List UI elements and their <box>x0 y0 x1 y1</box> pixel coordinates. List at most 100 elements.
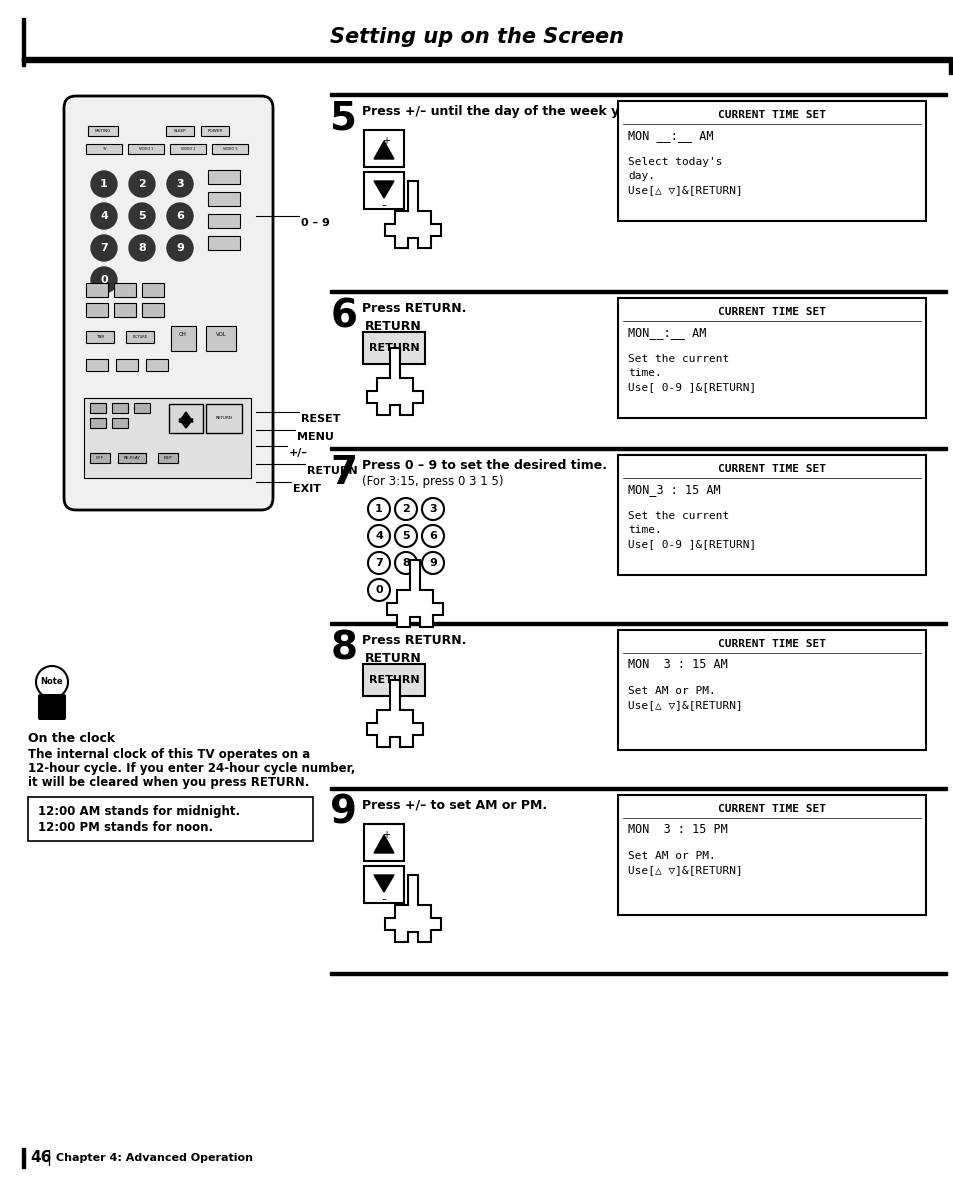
Bar <box>170 144 206 154</box>
Text: MON __:__ AM: MON __:__ AM <box>627 129 713 142</box>
Bar <box>158 454 178 463</box>
Bar <box>88 126 118 136</box>
Bar <box>330 93 946 96</box>
Text: day.: day. <box>627 171 655 181</box>
Bar <box>133 403 150 413</box>
Text: Press +/– until the day of the week you want to set appears.: Press +/– until the day of the week you … <box>361 105 785 118</box>
Text: PICTURE: PICTURE <box>132 335 148 339</box>
Circle shape <box>167 203 193 229</box>
Text: The internal clock of this TV operates on a: The internal clock of this TV operates o… <box>28 748 310 761</box>
Bar <box>113 283 136 296</box>
Bar <box>128 144 164 154</box>
Text: 8: 8 <box>138 243 146 253</box>
Bar <box>208 214 240 228</box>
Circle shape <box>91 235 117 261</box>
Bar <box>86 331 113 342</box>
Text: time.: time. <box>627 526 661 535</box>
Polygon shape <box>385 875 440 942</box>
Text: Select today's: Select today's <box>627 157 721 167</box>
Text: 5: 5 <box>138 211 146 221</box>
Circle shape <box>91 203 117 229</box>
Text: 3: 3 <box>176 180 184 189</box>
Bar <box>618 795 925 915</box>
Bar <box>22 1148 25 1168</box>
Circle shape <box>395 552 416 574</box>
Bar <box>208 236 240 250</box>
Circle shape <box>368 552 390 574</box>
Text: EXIT: EXIT <box>163 456 172 461</box>
Bar <box>166 126 193 136</box>
Bar <box>618 298 925 418</box>
Circle shape <box>368 579 390 601</box>
Circle shape <box>421 498 443 520</box>
Text: +: + <box>381 830 390 840</box>
Text: MON  3 : 15 PM: MON 3 : 15 PM <box>627 823 727 836</box>
Text: Note: Note <box>41 678 63 686</box>
Text: Press 0 – 9 to set the desired time.: Press 0 – 9 to set the desired time. <box>361 459 606 472</box>
Circle shape <box>421 552 443 574</box>
Text: Set the current: Set the current <box>627 511 728 521</box>
Text: RETURN: RETURN <box>215 416 233 420</box>
Bar <box>208 170 240 184</box>
Polygon shape <box>374 181 394 198</box>
Bar <box>22 57 951 61</box>
Text: 0: 0 <box>100 275 108 285</box>
Text: MON_3 : 15 AM: MON_3 : 15 AM <box>627 483 720 496</box>
Text: 7: 7 <box>375 557 382 568</box>
Bar <box>206 326 235 351</box>
Text: CH: CH <box>179 332 187 337</box>
Text: RETURN: RETURN <box>365 320 421 333</box>
Text: RETURN: RETURN <box>307 466 357 476</box>
Text: TV: TV <box>102 146 106 151</box>
Text: SLEEP: SLEEP <box>173 129 186 133</box>
Circle shape <box>395 526 416 547</box>
Bar <box>116 359 138 371</box>
Bar <box>118 454 146 463</box>
Text: Use[△ ▽]&[RETURN]: Use[△ ▽]&[RETURN] <box>627 864 742 875</box>
Text: TBR: TBR <box>95 335 104 339</box>
Text: MUTING: MUTING <box>94 129 112 133</box>
Text: Set AM or PM.: Set AM or PM. <box>627 686 715 696</box>
FancyBboxPatch shape <box>364 824 403 861</box>
Bar <box>948 61 951 74</box>
Polygon shape <box>367 680 422 748</box>
Bar <box>90 454 110 463</box>
Circle shape <box>395 498 416 520</box>
Text: VIDEO 2: VIDEO 2 <box>180 146 195 151</box>
Polygon shape <box>179 412 193 422</box>
Bar <box>22 18 25 66</box>
Circle shape <box>91 267 117 293</box>
Text: Set AM or PM.: Set AM or PM. <box>627 852 715 861</box>
Text: RETURN: RETURN <box>365 652 421 665</box>
Text: 9: 9 <box>429 557 436 568</box>
Text: POWER: POWER <box>207 129 222 133</box>
Text: RESET: RESET <box>301 415 340 424</box>
Text: 4: 4 <box>100 211 108 221</box>
FancyBboxPatch shape <box>206 404 242 433</box>
Bar <box>208 193 240 205</box>
Bar <box>330 291 946 293</box>
Bar <box>86 283 108 296</box>
Bar <box>86 144 122 154</box>
Bar <box>142 304 164 317</box>
Bar <box>113 304 136 317</box>
Text: EXIT: EXIT <box>293 484 320 494</box>
Text: CURRENT TIME SET: CURRENT TIME SET <box>718 307 825 317</box>
Text: CURRENT TIME SET: CURRENT TIME SET <box>718 464 825 474</box>
Text: 4: 4 <box>375 531 382 541</box>
Text: On the clock: On the clock <box>28 732 115 745</box>
Text: –: – <box>381 200 386 210</box>
FancyBboxPatch shape <box>38 694 66 720</box>
Bar <box>84 398 251 478</box>
Text: Set the current: Set the current <box>627 354 728 364</box>
Text: Use[ 0-9 ]&[RETURN]: Use[ 0-9 ]&[RETURN] <box>627 381 756 392</box>
Text: 5: 5 <box>330 100 357 138</box>
Polygon shape <box>374 835 394 853</box>
Text: Press RETURN.: Press RETURN. <box>361 634 466 647</box>
Text: 2: 2 <box>402 504 410 514</box>
Text: VIDEO 3: VIDEO 3 <box>222 146 237 151</box>
FancyBboxPatch shape <box>64 96 273 510</box>
Text: 0 – 9: 0 – 9 <box>301 218 330 228</box>
Text: 8: 8 <box>402 557 410 568</box>
Text: 2: 2 <box>138 180 146 189</box>
